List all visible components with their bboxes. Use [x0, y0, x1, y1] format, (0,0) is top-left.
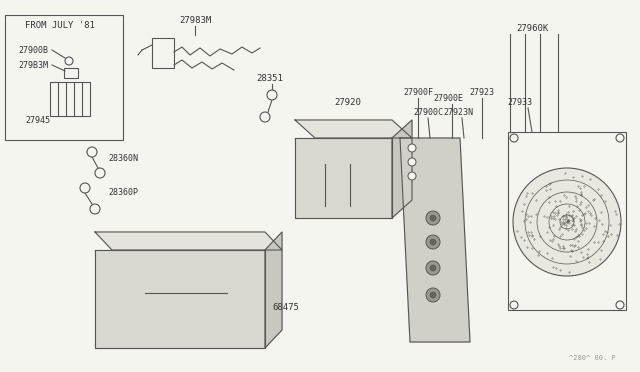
Text: 28351: 28351 — [257, 74, 284, 83]
Circle shape — [426, 261, 440, 275]
Bar — [64, 68, 78, 78]
Circle shape — [510, 134, 518, 142]
Text: 27920: 27920 — [335, 97, 362, 106]
Circle shape — [408, 172, 416, 180]
Text: 27945: 27945 — [25, 115, 50, 125]
Polygon shape — [95, 232, 282, 250]
Circle shape — [510, 301, 518, 309]
Text: 27900F: 27900F — [403, 87, 433, 96]
Polygon shape — [295, 138, 392, 218]
Bar — [344, 148, 358, 157]
Text: 27983M: 27983M — [179, 16, 211, 25]
Text: 27960K: 27960K — [516, 23, 548, 32]
Bar — [152, 38, 174, 68]
Circle shape — [430, 265, 436, 271]
Text: 68475: 68475 — [272, 304, 299, 312]
Text: 27900E: 27900E — [433, 93, 463, 103]
Text: 27900C: 27900C — [413, 108, 443, 116]
Text: 27933: 27933 — [508, 97, 532, 106]
Text: 28360N: 28360N — [108, 154, 138, 163]
Bar — [508, 132, 626, 310]
Circle shape — [616, 134, 624, 142]
Bar — [408, 145, 456, 213]
Circle shape — [426, 235, 440, 249]
Circle shape — [430, 215, 436, 221]
Polygon shape — [265, 232, 282, 348]
Polygon shape — [295, 120, 412, 138]
Text: ^280^ 00. P: ^280^ 00. P — [568, 355, 616, 361]
Bar — [50, 82, 90, 116]
Polygon shape — [95, 250, 265, 348]
Text: FROM JULY '81: FROM JULY '81 — [25, 20, 95, 29]
Circle shape — [90, 204, 100, 214]
Circle shape — [426, 211, 440, 225]
Circle shape — [267, 90, 277, 100]
Bar — [145, 285, 227, 301]
Circle shape — [616, 301, 624, 309]
Circle shape — [408, 158, 416, 166]
Text: 279B3M: 279B3M — [18, 61, 48, 70]
Bar — [326, 148, 340, 157]
Circle shape — [430, 292, 436, 298]
Circle shape — [95, 168, 105, 178]
Bar — [362, 148, 376, 157]
Polygon shape — [400, 138, 470, 342]
Bar — [300, 164, 385, 206]
Bar — [308, 148, 322, 157]
Circle shape — [408, 144, 416, 152]
Text: 27923N: 27923N — [443, 108, 473, 116]
Circle shape — [87, 147, 97, 157]
Circle shape — [260, 112, 270, 122]
Circle shape — [426, 288, 440, 302]
Text: 28360P: 28360P — [108, 187, 138, 196]
Bar — [412, 308, 454, 330]
Circle shape — [80, 183, 90, 193]
Bar — [5, 15, 123, 140]
Circle shape — [513, 168, 621, 276]
Text: 27923: 27923 — [470, 87, 495, 96]
Text: 27900B: 27900B — [18, 45, 48, 55]
Circle shape — [65, 57, 73, 65]
Polygon shape — [392, 120, 412, 218]
Circle shape — [430, 239, 436, 245]
